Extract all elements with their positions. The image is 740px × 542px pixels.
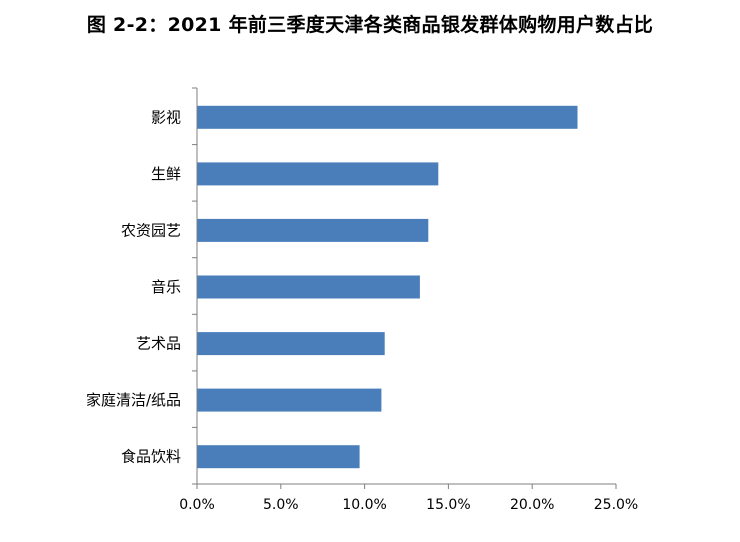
x-tick-label: 15.0% [426, 497, 470, 513]
x-tick-label: 10.0% [342, 497, 386, 513]
category-label: 影视 [151, 108, 181, 126]
bar [197, 105, 578, 129]
x-tick-label: 5.0% [263, 497, 299, 513]
category-label: 食品饮料 [121, 448, 181, 466]
bar [197, 275, 420, 299]
x-tick-label: 20.0% [510, 497, 554, 513]
bar [197, 332, 385, 356]
chart-title: 图 2-2：2021 年前三季度天津各类商品银发群体购物用户数占比 [86, 14, 654, 36]
category-label: 农资园艺 [121, 221, 181, 239]
bar [197, 162, 439, 186]
category-label: 音乐 [151, 278, 181, 296]
bar [197, 445, 360, 469]
category-label: 生鲜 [151, 165, 181, 183]
category-label: 艺术品 [136, 335, 181, 353]
bar [197, 388, 382, 412]
category-label: 家庭清洁/纸品 [86, 391, 181, 409]
x-tick-label: 0.0% [179, 497, 215, 513]
x-tick-label: 25.0% [594, 497, 638, 513]
bar [197, 218, 429, 242]
